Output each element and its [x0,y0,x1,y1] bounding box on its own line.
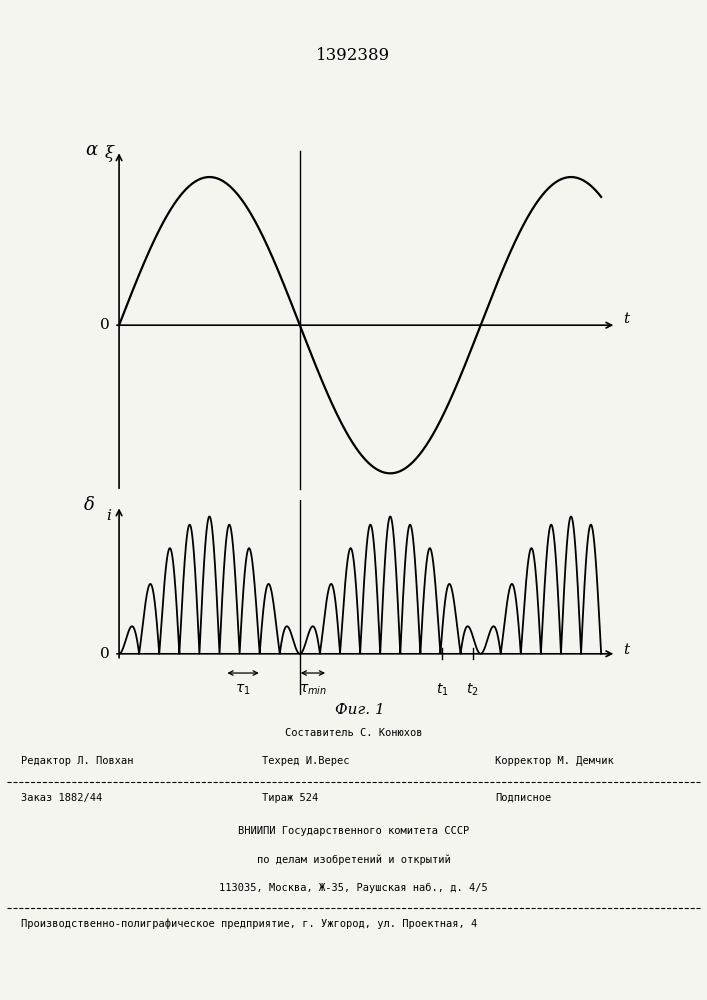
Text: 0: 0 [100,647,110,661]
Text: Производственно-полиграфическое предприятие, г. Ужгород, ул. Проектная, 4: Производственно-полиграфическое предприя… [21,919,477,929]
Text: t: t [624,312,629,326]
Text: 113035, Москва, Ж-35, Раушская наб., д. 4/5: 113035, Москва, Ж-35, Раушская наб., д. … [219,882,488,893]
Text: Тираж 524: Тираж 524 [262,793,318,803]
Text: Фиг. 1: Фиг. 1 [335,703,385,717]
Text: Корректор М. Демчик: Корректор М. Демчик [495,756,614,766]
Text: $t_1$: $t_1$ [436,681,449,698]
Text: Подписное: Подписное [495,793,551,803]
Text: Техред И.Верес: Техред И.Верес [262,756,349,766]
Text: ξ: ξ [105,145,114,162]
Text: Редактор Л. Повхан: Редактор Л. Повхан [21,756,134,766]
Text: ВНИИПИ Государственного комитета СССР: ВНИИПИ Государственного комитета СССР [238,826,469,836]
Text: t: t [624,643,629,657]
Text: $\tau_1$: $\tau_1$ [235,683,251,697]
Text: i: i [107,509,112,523]
Text: 0: 0 [100,318,110,332]
Text: 1392389: 1392389 [317,46,390,64]
Text: $\tau_{min}$: $\tau_{min}$ [299,683,327,697]
Text: Составитель С. Конюхов: Составитель С. Конюхов [285,728,422,738]
Text: по делам изобретений и открытий: по делам изобретений и открытий [257,854,450,865]
Text: Заказ 1882/44: Заказ 1882/44 [21,793,103,803]
Text: $t_2$: $t_2$ [466,681,479,698]
Text: δ: δ [83,496,94,514]
Text: α: α [85,141,97,159]
